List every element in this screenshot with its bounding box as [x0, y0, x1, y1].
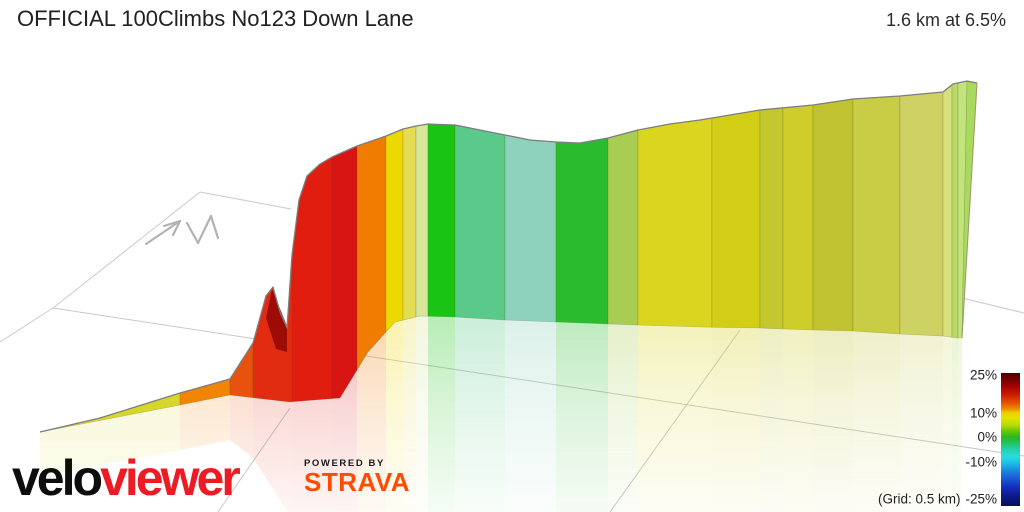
- ribbon-band: [951, 82, 959, 339]
- ribbon-band: [402, 125, 417, 321]
- strava-wordmark: STRAVA: [304, 467, 411, 497]
- legend-tick--10%: -10%: [965, 454, 997, 470]
- floor-grid-line: [957, 296, 1024, 314]
- ribbon-reflection: [40, 316, 962, 512]
- ribbon-band: [356, 135, 387, 372]
- floor-grid-line: [359, 354, 1024, 457]
- floor-grid-line: [52, 307, 257, 340]
- compass-north-icon: [144, 214, 220, 246]
- ribbon-band: [607, 129, 639, 326]
- floor-grid-line: [52, 191, 201, 309]
- ribbon-band: [759, 107, 784, 330]
- veloviewer-logo[interactable]: veloviewer: [12, 450, 241, 512]
- ribbon-right-edge: [961, 82, 978, 339]
- floor-grid-line: [217, 407, 291, 512]
- ribbon-band: [291, 156, 333, 403]
- gradient-colorbar: [1001, 373, 1020, 506]
- ribbon-band: [812, 98, 854, 332]
- page-title: OFFICIAL 100Climbs No123 Down Lane: [17, 6, 414, 31]
- ribbon-fold-shadow: [266, 289, 287, 352]
- ribbon-band: [782, 104, 814, 331]
- ribbon-band: [711, 109, 761, 329]
- powered-by-label: POWERED BY: [304, 458, 385, 469]
- ribbon-band: [899, 91, 944, 337]
- ribbon-band: [637, 117, 713, 328]
- floor-grid-line: [199, 191, 292, 210]
- ribbon-band: [415, 123, 429, 318]
- ribbon-band: [454, 124, 506, 321]
- ribbon-band: [504, 134, 557, 323]
- ribbon-band: [555, 137, 609, 325]
- ribbon-band: [229, 341, 254, 399]
- climb-summary: 1.6 km at 6.5%: [885, 10, 1006, 30]
- ribbon-top-edge: [39, 80, 978, 433]
- legend-tick--25%: (Grid: 0.5 km) -25%: [877, 491, 997, 507]
- legend-tick-10%: 10%: [969, 405, 997, 421]
- logo-viewer: viewer: [100, 450, 241, 506]
- ribbon-band: [385, 128, 404, 333]
- logo-velo: velo: [12, 450, 103, 506]
- legend-tick-25%: 25%: [969, 367, 997, 383]
- ribbon-band: [331, 145, 358, 399]
- strava-logo[interactable]: POWERED BY STRAVA: [304, 458, 410, 495]
- floor-grid-line: [0, 307, 54, 343]
- elevation-ribbon[interactable]: [39, 80, 978, 433]
- ribbon-band: [427, 123, 456, 318]
- legend-grid-note: (Grid: 0.5 km): [877, 491, 961, 507]
- ribbon-band: [852, 95, 901, 335]
- floor-grid-line: [609, 329, 741, 512]
- ribbon-band: [942, 84, 953, 338]
- floor-grid: [0, 191, 1024, 512]
- legend-tick-0%: 0%: [977, 429, 997, 445]
